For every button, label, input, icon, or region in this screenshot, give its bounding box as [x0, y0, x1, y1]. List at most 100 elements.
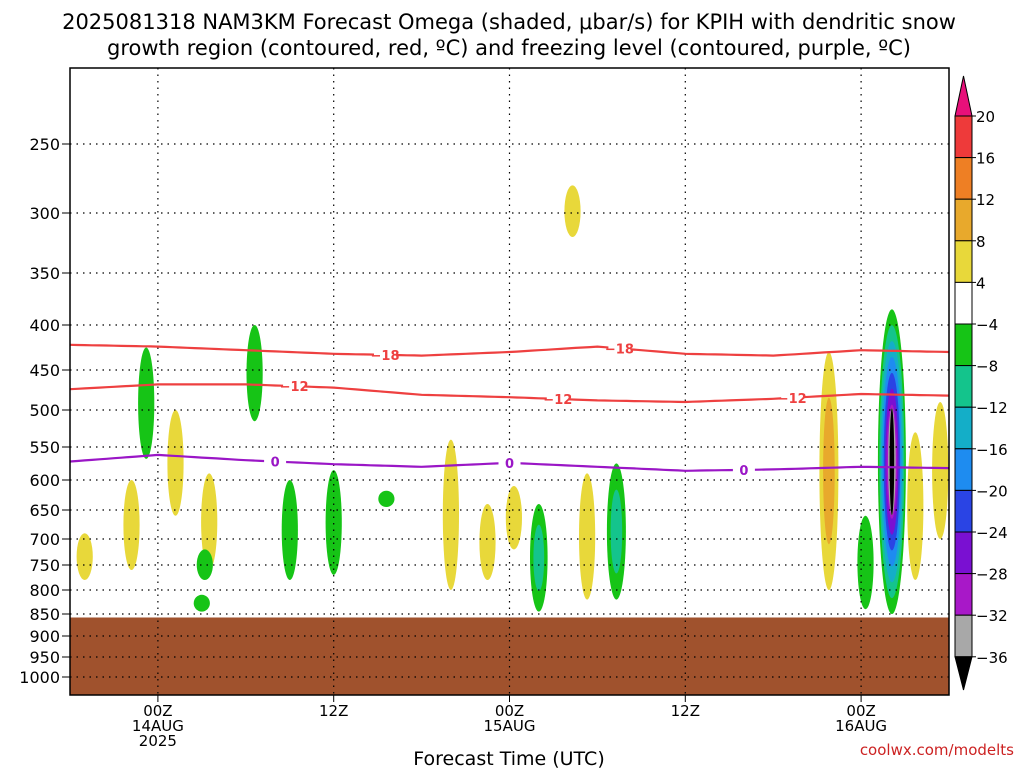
colorbar-label: −8: [976, 358, 998, 376]
credit-text: coolwx.com/modelts: [860, 741, 1014, 759]
omega-cell: [564, 185, 581, 237]
colorbar-segment: [954, 198, 973, 242]
contour-label: −18: [605, 342, 634, 357]
colorbar-segment: [954, 573, 973, 616]
y-tick-label: 300: [29, 204, 60, 223]
colorbar-label: −32: [976, 607, 1008, 625]
y-tick-label: 450: [29, 361, 60, 380]
contour-label-bg: [498, 455, 521, 470]
colorbar-segment: [954, 323, 973, 367]
omega-cell: [533, 524, 545, 591]
colorbar-label: −36: [976, 649, 1008, 667]
omega-cell: [907, 432, 924, 580]
contour-label-bg: [283, 379, 306, 394]
y-tick-label: 550: [29, 438, 60, 457]
colorbar-label: −20: [976, 482, 1008, 500]
omega-shading-layer: [76, 185, 949, 614]
contour-label-bg: [264, 454, 287, 469]
colorbar-segment: [954, 365, 973, 408]
contour-label-bg: [374, 347, 396, 362]
colorbar-label: −28: [976, 566, 1008, 584]
colorbar-segment: [954, 281, 973, 325]
omega-cell: [201, 473, 218, 570]
colorbar-segment: [954, 614, 973, 658]
contour-label-bg: [781, 390, 804, 405]
colorbar: 20 16 12 8 4 −4 −8 −12 −16 −20 −24 −28 −32 −36: [954, 75, 1008, 691]
colorbar-label: 4: [976, 274, 986, 292]
omega-cell: [442, 439, 459, 590]
contour-label: 0: [271, 456, 280, 471]
y-tick-label: 400: [29, 316, 60, 335]
contour-label: −12: [280, 380, 309, 395]
contour-layer: −18 −18 −12 −12 −12 0 0 0: [69, 341, 950, 479]
omega-cell: [378, 490, 395, 507]
y-tick-label: 900: [29, 627, 60, 646]
contour-label: −12: [543, 393, 572, 408]
y-tick-label: 650: [29, 501, 60, 520]
omega-cell: [167, 410, 184, 516]
x-tick-label: 15AUG: [484, 717, 536, 735]
x-tick-label: 16AUG: [835, 717, 887, 735]
omega-cell: [823, 397, 835, 545]
colorbar-segment: [954, 406, 973, 450]
contour-label: −12: [778, 392, 807, 407]
x-tick-label: 00Z: [495, 702, 524, 720]
contour-label-bg: [546, 392, 569, 406]
omega-cell: [479, 504, 496, 580]
colorbar-arrow-top: [954, 75, 973, 117]
y-tick-label: 350: [29, 264, 60, 283]
omega-cell: [610, 489, 623, 574]
omega-cell: [857, 515, 874, 610]
omega-cell: [123, 480, 140, 570]
y-axis: 250 300 350 400 450 500 550 600 650 700 750 800 850 9…: [19, 135, 70, 687]
terrain-fill: [70, 617, 949, 695]
contour-label-bg: [608, 341, 631, 356]
x-tick-label: 2025: [139, 732, 177, 750]
colorbar-label: 16: [976, 150, 995, 168]
colorbar-segment: [954, 489, 973, 533]
chart-title-line1: 2025081318 NAM3KM Forecast Omega (shaded…: [62, 10, 956, 34]
colorbar-label: 8: [976, 233, 986, 251]
y-tick-label: 850: [29, 605, 60, 624]
omega-cell: [889, 408, 895, 515]
x-tick-label: 12Z: [319, 702, 348, 720]
contour-line: [69, 343, 950, 357]
x-axis-label: Forecast Time (UTC): [413, 748, 604, 768]
omega-cell: [579, 473, 596, 600]
y-tick-label: 1000: [19, 668, 60, 687]
colorbar-segment: [954, 115, 973, 159]
y-tick-label: 950: [29, 648, 60, 667]
omega-cell: [932, 402, 949, 539]
x-tick-label: 00Z: [143, 702, 172, 720]
colorbar-label: −24: [976, 524, 1008, 542]
colorbar-label: 20: [976, 108, 995, 126]
colorbar-label: 12: [976, 191, 995, 209]
colorbar-segment: [954, 157, 973, 200]
omega-cell: [505, 486, 522, 550]
colorbar-segment: [954, 448, 973, 491]
omega-cell: [196, 549, 213, 580]
contour-label: 0: [739, 464, 748, 479]
grid-layer: [70, 68, 949, 695]
omega-cell: [76, 533, 93, 580]
omega-cell: [193, 594, 210, 612]
y-tick-label: 700: [29, 530, 60, 549]
y-tick-label: 600: [29, 471, 60, 490]
colorbar-label: −16: [976, 441, 1008, 459]
contour-label-bg: [732, 462, 755, 477]
omega-cell: [325, 470, 342, 575]
x-tick-label: 00Z: [846, 702, 875, 720]
colorbar-label: −4: [976, 316, 998, 334]
omega-cell: [138, 347, 155, 459]
colorbar-label: −12: [976, 399, 1008, 417]
x-tick-label: 14AUG: [132, 717, 184, 735]
colorbar-arrow-bottom: [954, 656, 973, 691]
colorbar-segment: [954, 240, 973, 283]
x-tick-label: 12Z: [671, 702, 700, 720]
omega-cell: [246, 325, 263, 422]
colorbar-segment: [954, 531, 973, 575]
y-tick-label: 750: [29, 556, 60, 575]
y-tick-label: 250: [29, 135, 60, 154]
